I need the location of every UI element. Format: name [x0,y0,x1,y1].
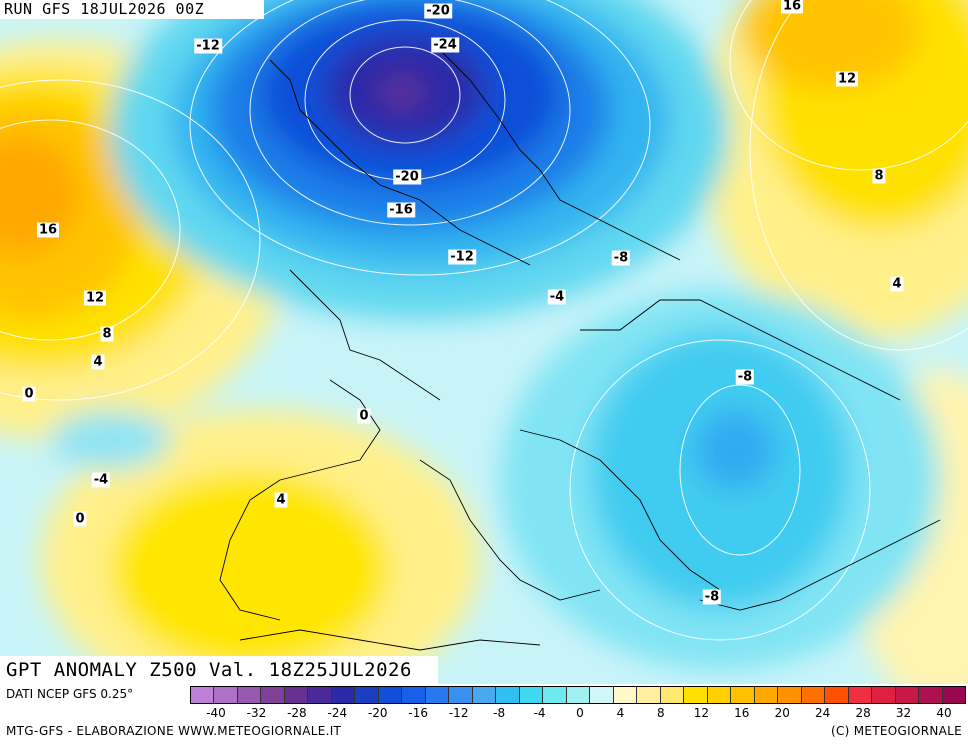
legend-tick: 0 [576,706,584,720]
legend-swatch [378,687,403,703]
contour-label: 4 [91,354,105,370]
source-label: DATI NCEP GFS 0.25° [6,687,134,701]
contour-label: 8 [872,168,886,184]
legend-tick: -28 [287,706,307,720]
contour-label: 0 [357,408,371,424]
contour-label: -24 [431,37,459,53]
legend-swatch [825,687,849,703]
contour-label: -8 [702,589,722,605]
legend-swatch [308,687,332,703]
legend-tick: -20 [367,706,388,720]
legend-swatch [543,687,567,703]
legend-swatch [449,687,473,703]
legend-swatch [660,687,685,703]
contour-label: 12 [83,290,107,306]
legend-swatch [261,687,285,703]
legend-swatch [402,687,426,703]
legend-ticks: -40 -32 -28 -24 -20 -16 -12 -8 -4 0 4 8 12 16 20 24 28 32… [190,706,966,722]
legend-swatch [942,687,965,703]
legend-swatch [284,687,309,703]
legend-swatch [778,687,802,703]
legend-swatch [613,687,638,703]
legend-tick: 40 [936,706,952,720]
legend-swatch [848,687,873,703]
color-legend [190,686,966,704]
legend-tick: -16 [408,706,429,720]
legend-swatch [872,687,896,703]
legend-swatch [801,687,826,703]
contour-label: -20 [424,3,452,19]
legend-swatch [895,687,920,703]
contour-label: 16 [36,222,60,238]
contour-label: -8 [735,369,755,385]
legend-tick: 32 [895,706,912,720]
legend-tick: -8 [493,706,506,720]
legend-swatch [637,687,661,703]
legend-tick: 4 [616,706,625,720]
legend-swatch [754,687,779,703]
legend-swatch [919,687,943,703]
legend-swatch [566,687,591,703]
contour-label: 0 [22,386,36,402]
legend-swatch [731,687,755,703]
copyright-label: (C) METEOGIORNALE [830,724,962,738]
legend-swatch [590,687,614,703]
contour-label: -20 [393,169,421,185]
run-label: RUN GFS 18JUL2026 00Z [0,0,264,19]
legend-tick: 24 [815,706,831,720]
contour-label: -16 [387,202,415,218]
contour-label: 16 [780,0,804,14]
legend-tick: 12 [693,706,709,720]
legend-swatch [214,687,238,703]
footer: DATI NCEP GFS 0.25° -40 -32 -28 -24 -20 -16 -1… [0,684,968,745]
legend-swatch [331,687,356,703]
contour-label: -8 [611,250,631,266]
legend-swatch [355,687,379,703]
legend-swatch [684,687,708,703]
legend-tick: 8 [657,706,665,720]
legend-tick: -24 [327,706,348,720]
legend-tick: -12 [448,706,469,720]
contour-label: -12 [194,38,222,54]
legend-swatch [519,687,544,703]
legend-swatch [496,687,520,703]
legend-tick: 20 [774,706,790,720]
legend-swatch [707,687,732,703]
legend-tick: -4 [533,706,546,720]
credit-label: MTG-GFS - ELABORAZIONE WWW.METEOGIORNALE… [6,724,342,738]
contour-label: 4 [274,492,288,508]
legend-swatch [472,687,497,703]
legend-tick: 28 [855,706,871,720]
contour-label: 0 [73,511,87,527]
contour-label: -12 [448,249,476,265]
legend-swatch [425,687,450,703]
legend-tick: 16 [734,706,750,720]
legend-swatch [237,687,262,703]
anomaly-field [0,0,968,684]
contour-label: 12 [835,71,859,87]
contour-label: 4 [890,276,904,292]
contour-label: -4 [91,472,111,488]
anomaly-map [0,0,968,684]
legend-tick: -40 [206,706,226,720]
contour-label: 8 [100,326,114,342]
legend-tick: -32 [246,706,267,720]
contour-label: -4 [547,289,567,305]
map-title: GPT ANOMALY Z500 Val. 18Z25JUL2026 [0,656,438,684]
legend-swatch [191,687,215,703]
